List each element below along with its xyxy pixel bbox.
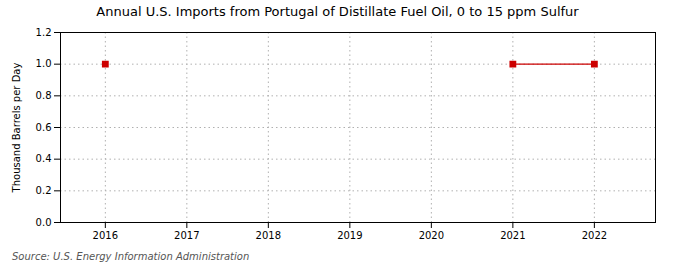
- svg-text:2020: 2020: [419, 230, 444, 241]
- html-text:Annual U.S. Imports from Portu: Annual U.S. Imports from Portugal of Dis…: [96, 4, 579, 19]
- svg-text:1.0: 1.0: [36, 58, 52, 69]
- svg-text:1.2: 1.2: [36, 27, 52, 38]
- svg-text:0.0: 0.0: [36, 217, 52, 228]
- svg-text:2019: 2019: [337, 230, 362, 241]
- svg-text:2021: 2021: [500, 230, 525, 241]
- svg-text:Thousand Barrels per Day: Thousand Barrels per Day: [11, 63, 22, 194]
- svg-text:2022: 2022: [582, 230, 607, 241]
- svg-text:0.8: 0.8: [36, 90, 52, 101]
- svg-text:2016: 2016: [93, 230, 118, 241]
- svg-text:2017: 2017: [174, 230, 199, 241]
- svg-text:0.2: 0.2: [36, 185, 52, 196]
- html-text:Source: U.S. Energy Informatio: Source: U.S. Energy Information Administ…: [12, 251, 250, 262]
- svg-text:0.4: 0.4: [36, 153, 52, 164]
- svg-text:0.6: 0.6: [36, 122, 52, 133]
- svg-text:2018: 2018: [256, 230, 281, 241]
